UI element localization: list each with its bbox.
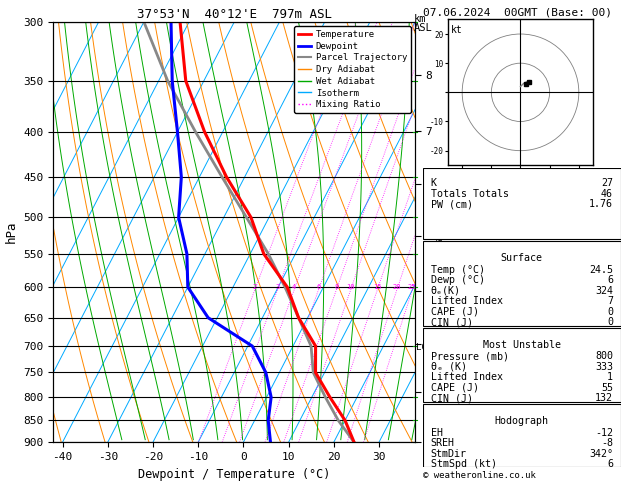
Text: 324: 324 bbox=[595, 286, 613, 296]
Text: 27: 27 bbox=[601, 178, 613, 188]
Text: Pressure (mb): Pressure (mb) bbox=[431, 351, 509, 362]
Text: 07.06.2024  00GMT (Base: 00): 07.06.2024 00GMT (Base: 00) bbox=[423, 7, 611, 17]
Text: θₑ (K): θₑ (K) bbox=[431, 362, 467, 372]
Text: ASL: ASL bbox=[414, 23, 433, 34]
Y-axis label: hPa: hPa bbox=[5, 221, 18, 243]
Text: 6: 6 bbox=[607, 275, 613, 285]
Text: CAPE (J): CAPE (J) bbox=[431, 307, 479, 317]
Text: CAPE (J): CAPE (J) bbox=[431, 383, 479, 393]
Text: 20: 20 bbox=[392, 284, 401, 290]
X-axis label: Dewpoint / Temperature (°C): Dewpoint / Temperature (°C) bbox=[138, 468, 330, 481]
Text: Hodograph: Hodograph bbox=[495, 416, 548, 426]
Text: Totals Totals: Totals Totals bbox=[431, 189, 509, 199]
Text: 24.5: 24.5 bbox=[589, 265, 613, 275]
Text: 46: 46 bbox=[601, 189, 613, 199]
Text: 55: 55 bbox=[601, 383, 613, 393]
Text: 7: 7 bbox=[607, 296, 613, 306]
Text: -12: -12 bbox=[595, 428, 613, 438]
Text: 15: 15 bbox=[373, 284, 381, 290]
Text: Lifted Index: Lifted Index bbox=[431, 296, 503, 306]
Text: 342°: 342° bbox=[589, 449, 613, 459]
Text: 1: 1 bbox=[607, 372, 613, 382]
Text: 3: 3 bbox=[275, 284, 279, 290]
Title: 37°53'N  40°12'E  797m ASL: 37°53'N 40°12'E 797m ASL bbox=[136, 8, 332, 21]
Text: Most Unstable: Most Unstable bbox=[482, 340, 561, 349]
Text: © weatheronline.co.uk: © weatheronline.co.uk bbox=[423, 471, 535, 480]
Bar bbox=[423, 241, 621, 326]
Text: CIN (J): CIN (J) bbox=[431, 393, 472, 403]
Text: 6: 6 bbox=[607, 459, 613, 469]
Text: θₑ(K): θₑ(K) bbox=[431, 286, 460, 296]
Text: EH: EH bbox=[431, 428, 443, 438]
Text: 8: 8 bbox=[334, 284, 338, 290]
Text: CIN (J): CIN (J) bbox=[431, 317, 472, 327]
Text: 0: 0 bbox=[607, 307, 613, 317]
Text: 1.76: 1.76 bbox=[589, 199, 613, 209]
Text: PW (cm): PW (cm) bbox=[431, 199, 472, 209]
Text: -8: -8 bbox=[601, 438, 613, 448]
Bar bbox=[423, 404, 621, 467]
Bar bbox=[423, 168, 621, 240]
Text: 4: 4 bbox=[292, 284, 296, 290]
Text: StmDir: StmDir bbox=[431, 449, 467, 459]
Text: Dewp (°C): Dewp (°C) bbox=[431, 275, 484, 285]
Text: Surface: Surface bbox=[501, 253, 543, 263]
Text: Lifted Index: Lifted Index bbox=[431, 372, 503, 382]
Text: SREH: SREH bbox=[431, 438, 455, 448]
Text: 800: 800 bbox=[595, 351, 613, 362]
Text: K: K bbox=[431, 178, 437, 188]
Text: LCL: LCL bbox=[416, 343, 432, 352]
Bar bbox=[423, 328, 621, 402]
Text: km: km bbox=[414, 14, 426, 24]
Text: StmSpd (kt): StmSpd (kt) bbox=[431, 459, 497, 469]
Text: 333: 333 bbox=[595, 362, 613, 372]
Text: 6: 6 bbox=[316, 284, 320, 290]
Text: 0: 0 bbox=[607, 317, 613, 327]
Text: 2: 2 bbox=[252, 284, 257, 290]
Legend: Temperature, Dewpoint, Parcel Trajectory, Dry Adiabat, Wet Adiabat, Isotherm, Mi: Temperature, Dewpoint, Parcel Trajectory… bbox=[294, 26, 411, 113]
Y-axis label: Mixing Ratio (g/kg): Mixing Ratio (g/kg) bbox=[435, 173, 445, 292]
Text: 25: 25 bbox=[408, 284, 416, 290]
Text: Temp (°C): Temp (°C) bbox=[431, 265, 484, 275]
Text: 10: 10 bbox=[346, 284, 355, 290]
Text: kt: kt bbox=[450, 25, 462, 35]
Text: 132: 132 bbox=[595, 393, 613, 403]
